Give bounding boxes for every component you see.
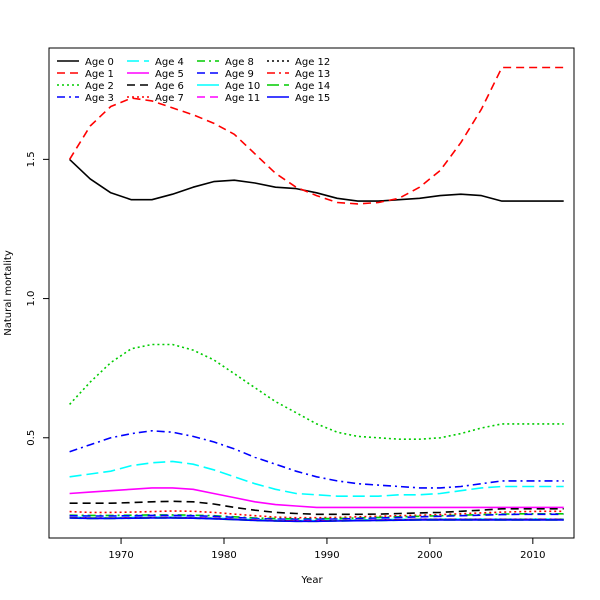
x-tick-label: 1990 (314, 550, 339, 561)
y-axis-title: Natural mortality (3, 250, 14, 336)
legend-label: Age 1 (85, 69, 114, 80)
series-line-age-9 (69, 513, 564, 521)
legend-label: Age 2 (85, 81, 114, 92)
x-tick-label: 1980 (211, 550, 236, 561)
y-tick-label: 1.5 (26, 151, 37, 167)
legend-label: Age 4 (155, 57, 184, 68)
axes-layer: 1970 1980 1990 2000 2010 0.5 1.0 1.5 (26, 151, 546, 561)
legend-label: Age 7 (155, 93, 184, 104)
series-layer (68, 66, 564, 523)
legend-label: Age 6 (155, 81, 184, 92)
series-line-age-4 (69, 460, 564, 498)
y-tick-label: 1.0 (26, 291, 37, 307)
x-axis-title: Year (300, 575, 323, 586)
y-tick-label: 0.5 (26, 430, 37, 446)
series-line-age-1 (68, 66, 564, 205)
legend-label: Age 9 (225, 69, 254, 80)
x-tick-label: 1970 (108, 550, 133, 561)
series-line-age-15 (69, 517, 564, 523)
legend-label: Age 13 (295, 69, 330, 80)
series-line-age-3 (69, 429, 564, 489)
series-line-age-0 (69, 158, 564, 202)
plot-frame (48, 47, 575, 539)
legend-label: Age 5 (155, 69, 184, 80)
legend-label: Age 10 (225, 81, 260, 92)
legend-label: Age 15 (295, 93, 330, 104)
series-line-age-5 (69, 487, 564, 509)
legend-label: Age 0 (85, 57, 114, 68)
x-tick-label: 2000 (417, 550, 442, 561)
legend-label: Age 11 (225, 93, 260, 104)
series-line-age-6 (69, 500, 564, 516)
legend-label: Age 8 (225, 57, 254, 68)
legend-label: Age 3 (85, 93, 114, 104)
series-line-age-2 (69, 343, 564, 441)
x-tick-label: 2010 (520, 550, 545, 561)
legend-label: Age 14 (295, 81, 330, 92)
legend-label: Age 12 (295, 57, 330, 68)
